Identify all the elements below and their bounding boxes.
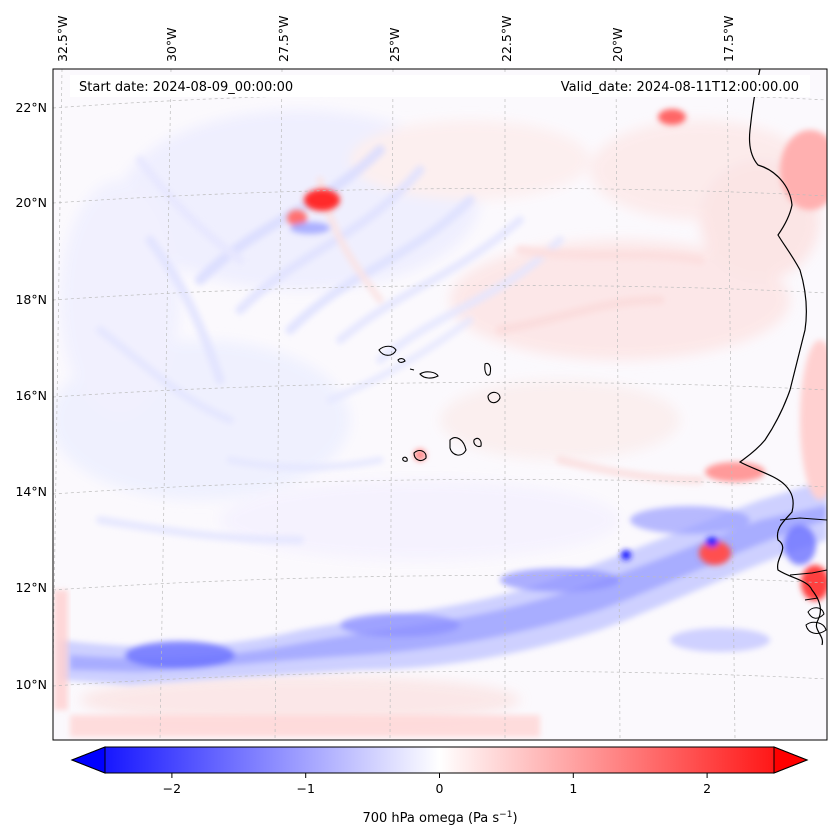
lon-label-30w: 30°W (164, 27, 179, 62)
colorbar-gradient (70, 746, 809, 774)
lon-label-20w: 20°W (610, 27, 625, 62)
start-date-text: Start date: 2024-08-09_00:00:00 (79, 80, 293, 95)
africa-coastline (738, 69, 824, 646)
lon-label-22-5w: 22.5°W (499, 16, 514, 62)
lon-label-25w: 25°W (387, 27, 402, 62)
colorbar-max-extend (773, 746, 809, 774)
colorbar-tick-label: −1 (296, 781, 314, 796)
lat-label-16n: 16°N (15, 388, 47, 403)
lat-label-22n: 22°N (15, 100, 47, 115)
lat-label-14n: 14°N (15, 484, 47, 499)
omega-field (53, 69, 827, 740)
colorbar-label: 700 hPa omega (Pa s−1) (362, 810, 517, 826)
lon-label-32-5w: 32.5°W (55, 16, 70, 62)
colorbar-tick-label: 2 (703, 781, 711, 796)
lat-label-12n: 12°N (15, 580, 47, 595)
cape-verde-islands (378, 345, 501, 462)
lon-label-27-5w: 27.5°W (276, 16, 291, 62)
lat-label-20n: 20°N (15, 195, 47, 210)
header-bar (70, 75, 810, 97)
colorbar-min-extend (70, 746, 106, 774)
lat-label-18n: 18°N (15, 292, 47, 307)
lon-label-17-5w: 17.5°W (721, 16, 736, 62)
colorbar-tick-label: 0 (436, 781, 444, 796)
valid-date-text: Valid_date: 2024-08-11T12:00:00.00 (561, 80, 799, 95)
colorbar-tick-label: 1 (569, 781, 577, 796)
graticule (53, 69, 827, 740)
map-frame (52, 68, 828, 741)
colorbar: −2 −1 0 1 2 700 hPa omega (Pa s−1) (70, 746, 809, 826)
colorbar-tick-label: −2 (163, 781, 181, 796)
lat-label-10n: 10°N (15, 677, 47, 692)
